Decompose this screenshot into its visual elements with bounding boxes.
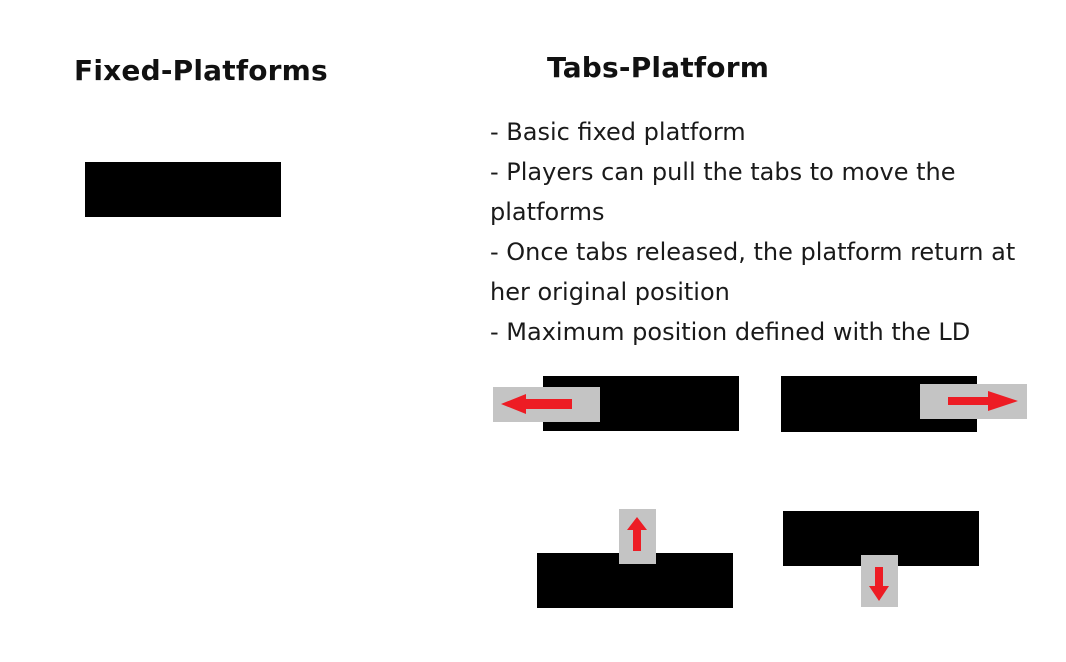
arrow-up-icon <box>627 517 647 551</box>
tab-right[interactable] <box>920 384 1027 419</box>
fixed-platform <box>85 162 281 217</box>
tab-down[interactable] <box>861 555 898 607</box>
tabs-platform-title: Tabs-Platform <box>547 51 770 84</box>
description-item: - Maximum position defined with the LD <box>490 318 971 346</box>
fixed-platforms-title: Fixed-Platforms <box>74 54 328 87</box>
arrow-right-icon <box>948 391 1018 411</box>
description-item: - Players can pull the tabs to move the … <box>490 158 956 226</box>
description-item: - Once tabs released, the platform retur… <box>490 238 1016 306</box>
tabs-platform-description: - Basic fixed platform - Players can pul… <box>490 112 1050 352</box>
tab-up[interactable] <box>619 509 656 564</box>
arrow-down-icon <box>869 567 889 601</box>
description-item: - Basic fixed platform <box>490 118 746 146</box>
arrow-left-icon <box>501 394 572 414</box>
tab-left[interactable] <box>493 387 600 422</box>
